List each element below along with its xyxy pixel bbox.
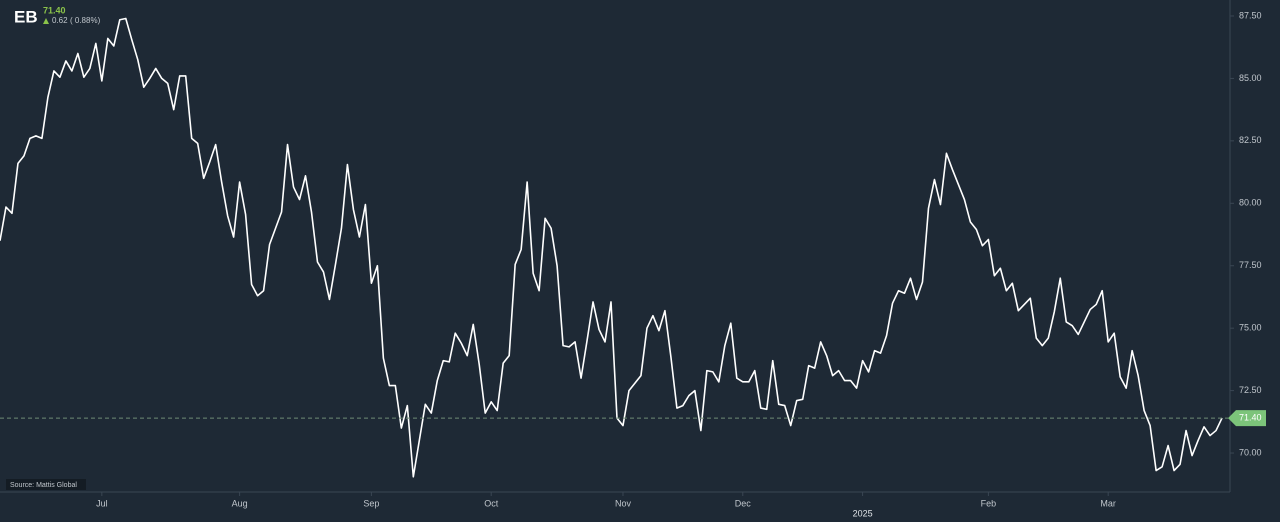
x-tick-label: 2025	[853, 508, 873, 518]
last-price-tag	[1228, 410, 1266, 427]
x-tick-label: Oct	[484, 498, 499, 508]
y-tick-label: 75.00	[1239, 323, 1262, 333]
source: Source: Mattis Global	[10, 482, 77, 489]
price-line	[0, 17, 1223, 478]
x-tick-label: Feb	[981, 498, 997, 508]
logo: EB	[14, 7, 38, 26]
y-tick-label: 85.00	[1239, 73, 1262, 83]
y-tick-label: 70.00	[1239, 447, 1262, 457]
last-price-label: 71.40	[1239, 412, 1262, 422]
x-tick-label: Jul	[96, 498, 108, 508]
x-tick-label: Dec	[735, 498, 752, 508]
y-tick-label: 77.50	[1239, 260, 1262, 270]
change: 0.62	[52, 16, 68, 25]
x-tick-label: Nov	[615, 498, 632, 508]
y-tick-label: 82.50	[1239, 135, 1262, 145]
price: 71.40	[43, 5, 66, 15]
x-tick-label: Aug	[232, 498, 248, 508]
y-tick-label: 87.50	[1239, 10, 1262, 20]
x-tick-label: Mar	[1100, 498, 1116, 508]
x-tick-label: Sep	[363, 498, 379, 508]
y-tick-label: 72.50	[1239, 385, 1262, 395]
source-box	[6, 479, 86, 490]
y-tick-label: 80.00	[1239, 198, 1262, 208]
up-arrow	[43, 18, 49, 24]
change-percent: ( 0.88%)	[70, 16, 101, 25]
